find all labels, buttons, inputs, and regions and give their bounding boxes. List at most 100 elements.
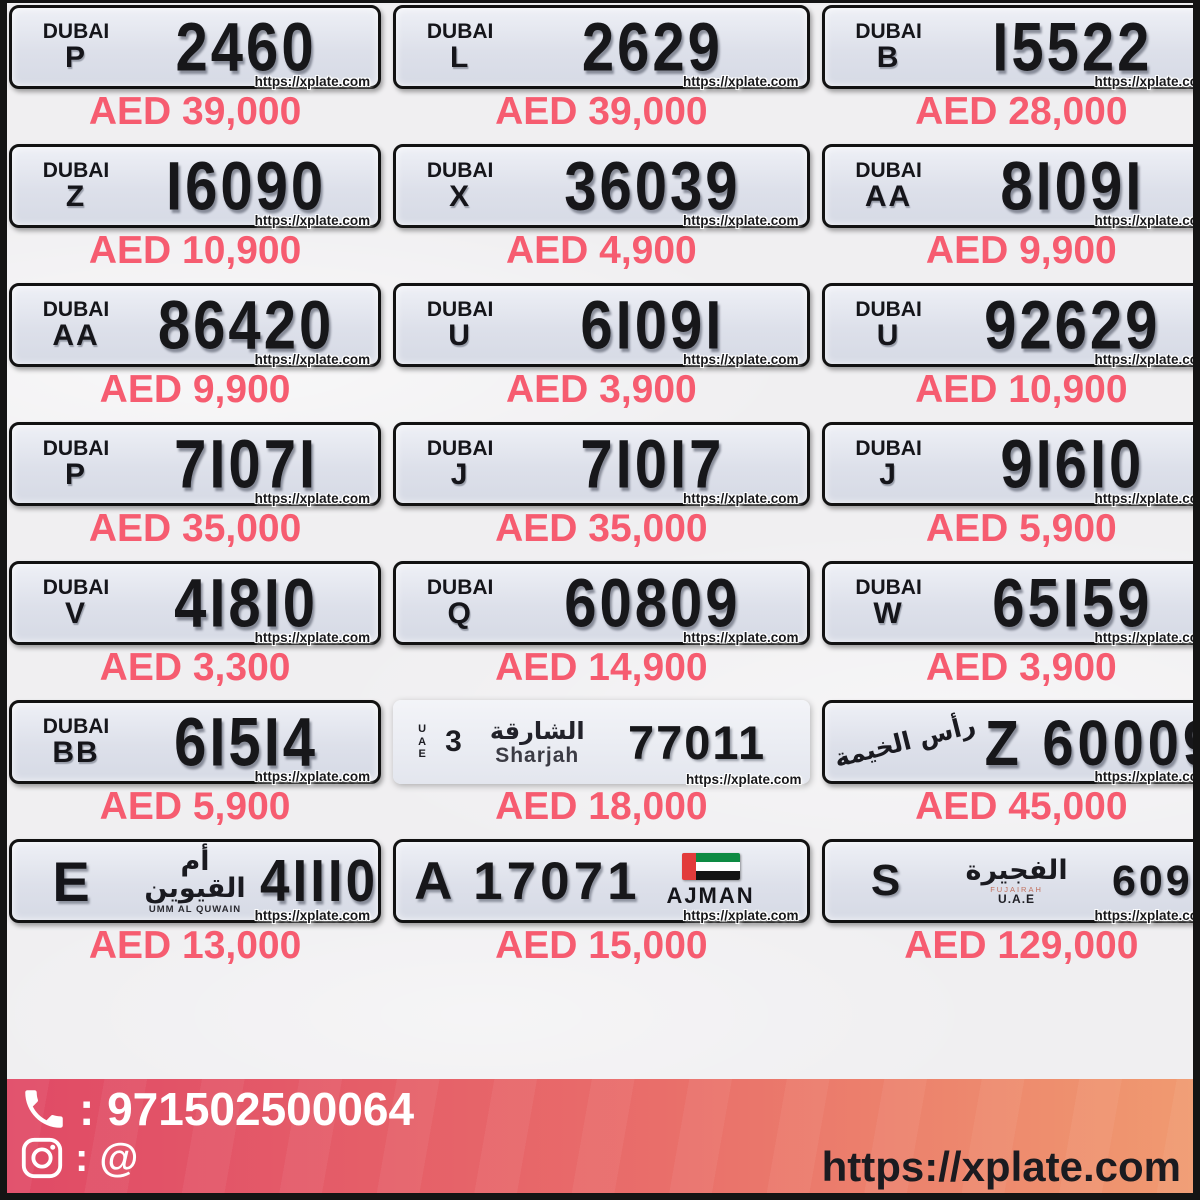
license-plate[interactable]: DUBAI AA 86420 https://xplate.com: [9, 283, 382, 367]
plate-listing: S الفجيرة FUJAIRAH U.A.E 609 https://xpl…: [821, 839, 1193, 978]
dubai-logo: DUBAI: [426, 159, 494, 183]
license-plate[interactable]: E أم القيوين UMM AL QUWAIN 4III0 https:/…: [9, 839, 382, 923]
xplate-watermark: https://xplate.com: [683, 630, 799, 645]
plate-code: X: [449, 180, 472, 214]
phone-contact[interactable]: : 971502500064: [19, 1082, 414, 1136]
plate-number: 6I5I4: [174, 703, 319, 781]
plate-number: Z 60009: [984, 705, 1193, 779]
dubai-logo: DUBAI: [42, 298, 110, 322]
dubai-logo: DUBAI: [855, 437, 922, 461]
price-label: AED 10,900: [88, 229, 302, 272]
price-label: AED 45,000: [915, 785, 1128, 828]
plate-number: I5522: [992, 8, 1153, 86]
price-label: AED 39,000: [495, 90, 708, 133]
license-plate[interactable]: A 17071 AJMAN https://xplate.com: [393, 839, 810, 923]
plate-number: 9I6I0: [1000, 425, 1145, 503]
dubai-logo: DUBAI: [42, 715, 110, 739]
xplate-watermark: https://xplate.com: [1094, 908, 1193, 923]
license-plate[interactable]: DUBAI V 4I8I0 https://xplate.com: [9, 561, 382, 645]
price-label: AED 3,900: [925, 646, 1117, 689]
plate-code: P: [64, 458, 87, 492]
phone-number: : 971502500064: [79, 1083, 415, 1135]
license-plate[interactable]: DUBAI Q 60809 https://xplate.com: [393, 561, 810, 645]
dubai-logo: DUBAI: [855, 298, 922, 322]
ajman-label: AJMAN: [666, 883, 755, 908]
license-plate[interactable]: DUBAI U 92629 https://xplate.com: [821, 283, 1193, 367]
uae-flag-icon: [681, 853, 740, 880]
plate-number: 36039: [564, 147, 741, 225]
xplate-watermark: https://xplate.com: [254, 630, 371, 645]
uae-caption: U.A.E: [998, 892, 1036, 907]
license-plate[interactable]: DUBAI B I5522 https://xplate.com: [821, 5, 1193, 89]
plate-code: J: [450, 458, 470, 492]
plate-number: 4III0: [260, 847, 379, 915]
plate-listing: DUBAI X 36039 https://xplate.com AED 4,9…: [393, 144, 810, 283]
plate-code: Z: [65, 180, 87, 214]
price-label: AED 129,000: [904, 924, 1139, 967]
instagram-contact[interactable]: : @: [19, 1135, 138, 1181]
plate-number: 92629: [984, 286, 1161, 364]
uaq-caption: UMM AL QUWAIN: [148, 903, 242, 915]
plate-code: S: [870, 856, 901, 905]
price-label: AED 5,900: [99, 785, 291, 828]
plate-number: 7I07I: [174, 425, 319, 503]
fujairah-calligraphy: الفجيرة: [965, 854, 1068, 886]
xplate-watermark: https://xplate.com: [1094, 769, 1193, 784]
license-plate[interactable]: UAE 3 الشارقة Sharjah 77011 https://xpla…: [393, 700, 810, 787]
license-plate[interactable]: DUBAI Z I6090 https://xplate.com: [9, 144, 382, 228]
uaq-emblem: أم القيوين UMM AL QUWAIN: [130, 848, 260, 915]
footer-banner: : 971502500064 : @ https://xplate.com: [7, 1079, 1193, 1193]
xplate-watermark: https://xplate.com: [254, 491, 371, 506]
plate-number: 7I0I7: [580, 425, 725, 503]
license-plate[interactable]: DUBAI P 2460 https://xplate.com: [9, 5, 382, 89]
plate-listing: DUBAI P 7I07I https://xplate.com AED 35,…: [9, 422, 382, 561]
license-plate[interactable]: S الفجيرة FUJAIRAH U.A.E 609 https://xpl…: [821, 839, 1193, 923]
plate-code: B: [876, 41, 901, 75]
price-label: AED 4,900: [505, 229, 697, 272]
license-plate[interactable]: DUBAI L 2629 https://xplate.com: [393, 5, 810, 89]
license-plate[interactable]: DUBAI P 7I07I https://xplate.com: [9, 422, 382, 506]
sharjah-arabic-label: الشارقة: [489, 716, 585, 745]
plate-code: E: [52, 849, 90, 913]
xplate-watermark: https://xplate.com: [254, 74, 371, 89]
instagram-handle: : @: [75, 1135, 139, 1180]
license-plate[interactable]: DUBAI J 9I6I0 https://xplate.com: [821, 422, 1193, 506]
price-label: AED 10,900: [915, 368, 1128, 411]
price-label: AED 9,900: [99, 368, 291, 411]
license-plate[interactable]: DUBAI X 36039 https://xplate.com: [393, 144, 810, 228]
plate-code: W: [873, 597, 904, 631]
xplate-watermark: https://xplate.com: [254, 352, 371, 367]
price-label: AED 3,900: [505, 368, 697, 411]
plate-code: J: [879, 458, 898, 492]
plate-number: 2460: [175, 8, 317, 86]
xplate-watermark: https://xplate.com: [683, 908, 799, 923]
dubai-logo: DUBAI: [42, 437, 110, 461]
license-plate[interactable]: DUBAI W 65I59 https://xplate.com: [821, 561, 1193, 645]
plate-listing: E أم القيوين UMM AL QUWAIN 4III0 https:/…: [9, 839, 382, 978]
plate-listing: A 17071 AJMAN https://xplate.com AED 15,…: [393, 839, 810, 978]
plate-number: 6I09I: [580, 286, 725, 364]
license-plate[interactable]: DUBAI BB 6I5I4 https://xplate.com: [9, 700, 382, 784]
xplate-watermark: https://xplate.com: [254, 213, 371, 228]
plate-number: 77011: [628, 715, 767, 769]
plate-listing: UAE 3 الشارقة Sharjah 77011 https://xpla…: [393, 700, 810, 839]
price-label: AED 3,300: [99, 646, 291, 689]
xplate-watermark: https://xplate.com: [686, 772, 802, 787]
xplate-watermark: https://xplate.com: [683, 213, 799, 228]
dubai-logo: DUBAI: [426, 576, 494, 600]
uae-vertical-label: UAE: [418, 723, 427, 761]
license-plate[interactable]: DUBAI U 6I09I https://xplate.com: [393, 283, 810, 367]
plate-code: L: [449, 41, 471, 75]
license-plate[interactable]: DUBAI AA 8I09I https://xplate.com: [821, 144, 1193, 228]
plate-listing: رأس الخيمة Z 60009 https://xplate.com AE…: [821, 700, 1193, 839]
plate-listing: DUBAI W 65I59 https://xplate.com AED 3,9…: [821, 561, 1193, 700]
plate-number: 8I09I: [1000, 147, 1145, 225]
license-plate[interactable]: DUBAI J 7I0I7 https://xplate.com: [393, 422, 810, 506]
xplate-watermark: https://xplate.com: [1094, 74, 1193, 89]
license-plate[interactable]: رأس الخيمة Z 60009 https://xplate.com: [821, 700, 1193, 784]
plate-number: A 17071: [414, 851, 641, 911]
sharjah-emblem: الشارقة Sharjah: [490, 719, 585, 766]
plate-listing: DUBAI Z I6090 https://xplate.com AED 10,…: [9, 144, 382, 283]
dubai-logo: DUBAI: [426, 437, 494, 461]
website-link[interactable]: https://xplate.com: [821, 1143, 1181, 1190]
